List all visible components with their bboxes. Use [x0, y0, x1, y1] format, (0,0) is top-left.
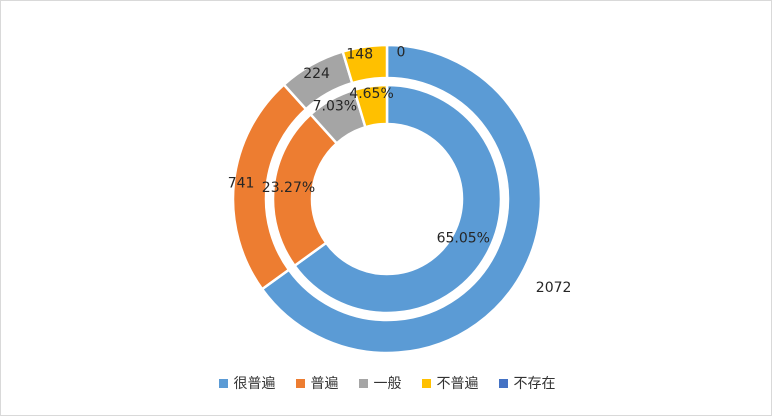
- inner-slice-0: [292, 83, 503, 315]
- legend-item: 一般: [358, 373, 402, 393]
- outer-data-label: 2072: [536, 280, 572, 296]
- legend-label: 普遍: [310, 376, 339, 392]
- legend-swatch: [295, 378, 305, 388]
- legend-label: 很普遍: [233, 376, 276, 392]
- legend-swatch: [218, 378, 228, 388]
- legend-item: 不存在: [498, 373, 556, 393]
- inner-data-label: 65.05%: [437, 230, 490, 246]
- inner-data-label: 4.65%: [349, 86, 393, 102]
- inner-data-label: 7.03%: [313, 98, 357, 114]
- legend-swatch: [421, 378, 431, 388]
- outer-slice-0: [260, 43, 543, 355]
- outer-slice-3: [341, 43, 389, 85]
- inner-ring: [271, 83, 503, 315]
- legend-swatch: [498, 378, 508, 388]
- legend-label: 一般: [373, 376, 402, 392]
- legend-swatch: [358, 378, 368, 388]
- outer-data-label: 148: [346, 46, 373, 62]
- legend: 很普遍 普遍 一般 不普遍 不存在: [1, 373, 772, 393]
- inner-data-label: 23.27%: [262, 180, 315, 196]
- inner-slice-3: [352, 83, 389, 129]
- legend-label: 不存在: [513, 376, 556, 392]
- outer-data-label: 741: [228, 175, 255, 191]
- data-labels: 2072 741 224 148 0 65.05% 23.27% 7.03%4.65%: [228, 44, 572, 296]
- outer-ring: [231, 43, 543, 355]
- outer-data-label: 0: [397, 44, 406, 60]
- legend-item: 普遍: [295, 373, 339, 393]
- legend-item: 很普遍: [218, 373, 276, 393]
- legend-item: 不普遍: [421, 373, 479, 393]
- legend-label: 不普遍: [436, 376, 479, 392]
- outer-data-label: 224: [303, 66, 330, 82]
